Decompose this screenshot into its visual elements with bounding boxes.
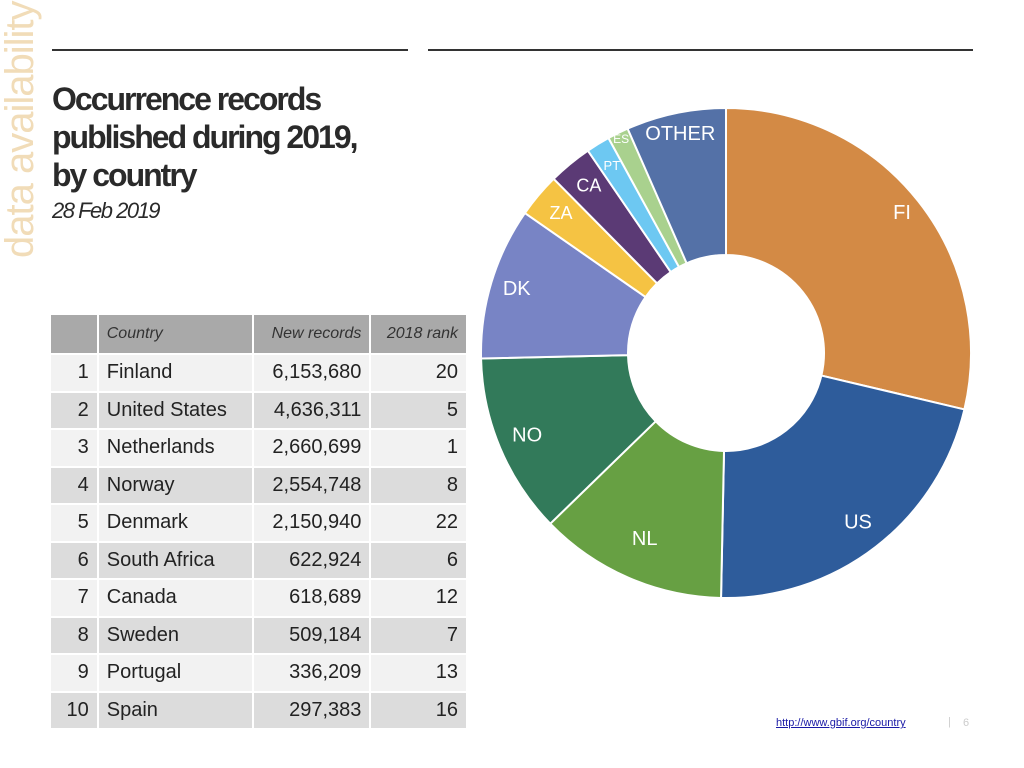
records-cell: 6,153,680 xyxy=(252,353,372,392)
records-table: Country New records 2018 rank 1 Finland 6,… xyxy=(51,315,468,728)
rank-cell: 6 xyxy=(51,540,99,579)
page-title: Occurrence records published during 2019… xyxy=(52,80,432,194)
header-rank xyxy=(51,315,99,354)
table-row: 9 Portugal 336,209 13 xyxy=(51,653,468,692)
table-row: 3 Netherlands 2,660,699 1 xyxy=(51,428,468,467)
table-row: 2 United States 4,636,311 5 xyxy=(51,390,468,429)
slice-label-other: OTHER xyxy=(645,123,715,145)
slice-label-ca: CA xyxy=(576,175,601,195)
table-body: 1 Finland 6,153,680 20 2 United States 4,636,3… xyxy=(51,353,468,728)
records-cell: 297,383 xyxy=(252,690,372,728)
footer-separator: | xyxy=(948,716,951,728)
country-cell: Norway xyxy=(97,465,254,504)
header-country: Country xyxy=(97,315,254,354)
rank-cell: 1 xyxy=(51,353,99,392)
table-row: 6 South Africa 622,924 6 xyxy=(51,540,468,579)
title-line-2: published during 2019, xyxy=(52,119,359,155)
slice-label-dk: DK xyxy=(503,278,531,300)
rank-cell: 4 xyxy=(51,465,99,504)
slice-us xyxy=(720,374,966,599)
rank-2018-cell: 13 xyxy=(370,653,468,692)
country-cell: Netherlands xyxy=(97,428,254,467)
rank-cell: 9 xyxy=(51,653,99,692)
slice-fi xyxy=(725,108,972,411)
rank-2018-cell: 20 xyxy=(370,353,468,392)
date-label: 28 Feb 2019 xyxy=(52,198,161,223)
records-cell: 618,689 xyxy=(252,578,372,617)
table-row: 5 Denmark 2,150,940 22 xyxy=(51,503,468,542)
slice-label-nl: NL xyxy=(632,528,658,550)
rank-cell: 5 xyxy=(51,503,99,542)
records-cell: 4,636,311 xyxy=(252,390,372,429)
rank-2018-cell: 6 xyxy=(370,540,468,579)
page-number: 6 xyxy=(963,717,970,729)
rank-cell: 2 xyxy=(51,390,99,429)
country-cell: Denmark xyxy=(97,503,254,542)
table-row: 7 Canada 618,689 12 xyxy=(51,578,468,617)
country-cell: Spain xyxy=(97,690,254,728)
records-cell: 2,150,940 xyxy=(252,503,372,542)
records-cell: 509,184 xyxy=(252,615,372,654)
records-cell: 336,209 xyxy=(252,653,372,692)
right-divider xyxy=(428,49,973,51)
title-line-3: by country xyxy=(52,157,198,193)
rank-2018-cell: 22 xyxy=(370,503,468,542)
table-row: 8 Sweden 509,184 7 xyxy=(51,615,468,654)
slice-nl xyxy=(548,419,726,599)
country-cell: Portugal xyxy=(97,653,254,692)
title-line-1: Occurrence records xyxy=(52,81,322,117)
records-cell: 2,660,699 xyxy=(252,428,372,467)
country-cell: United States xyxy=(97,390,254,429)
rank-2018-cell: 5 xyxy=(370,390,468,429)
table-row: 10 Spain 297,383 16 xyxy=(51,690,468,728)
country-cell: Canada xyxy=(97,578,254,617)
table-row: 4 Norway 2,554,748 8 xyxy=(51,465,468,504)
table-header-row: Country New records 2018 rank xyxy=(51,315,468,354)
slice-label-za: ZA xyxy=(550,203,573,223)
gbif-country-link[interactable]: http://www.gbif.org/country xyxy=(776,717,906,729)
rank-2018-cell: 1 xyxy=(370,428,468,467)
side-label: data availability xyxy=(0,1,42,259)
slice-label-no: NO xyxy=(512,425,542,447)
records-cell: 2,554,748 xyxy=(252,465,372,504)
header-new-records: New records xyxy=(252,315,372,354)
slice-no xyxy=(480,354,658,526)
table-row: 1 Finland 6,153,680 20 xyxy=(51,353,468,392)
rank-2018-cell: 8 xyxy=(370,465,468,504)
slice-other xyxy=(626,108,727,265)
slice-label-es: ES xyxy=(613,132,629,146)
slice-label-us: US xyxy=(844,512,872,534)
rank-cell: 7 xyxy=(51,578,99,617)
rank-cell: 3 xyxy=(51,428,99,467)
slice-label-pt: PT xyxy=(604,158,621,173)
rank-2018-cell: 7 xyxy=(370,615,468,654)
slice-label-fi: FI xyxy=(893,202,911,224)
rank-cell: 10 xyxy=(51,690,99,728)
left-divider xyxy=(52,49,408,51)
rank-2018-cell: 16 xyxy=(370,690,468,728)
country-cell: South Africa xyxy=(97,540,254,579)
header-2018-rank: 2018 rank xyxy=(370,315,468,354)
records-cell: 622,924 xyxy=(252,540,372,579)
country-cell: Sweden xyxy=(97,615,254,654)
rank-2018-cell: 12 xyxy=(370,578,468,617)
country-cell: Finland xyxy=(97,353,254,392)
rank-cell: 8 xyxy=(51,615,99,654)
